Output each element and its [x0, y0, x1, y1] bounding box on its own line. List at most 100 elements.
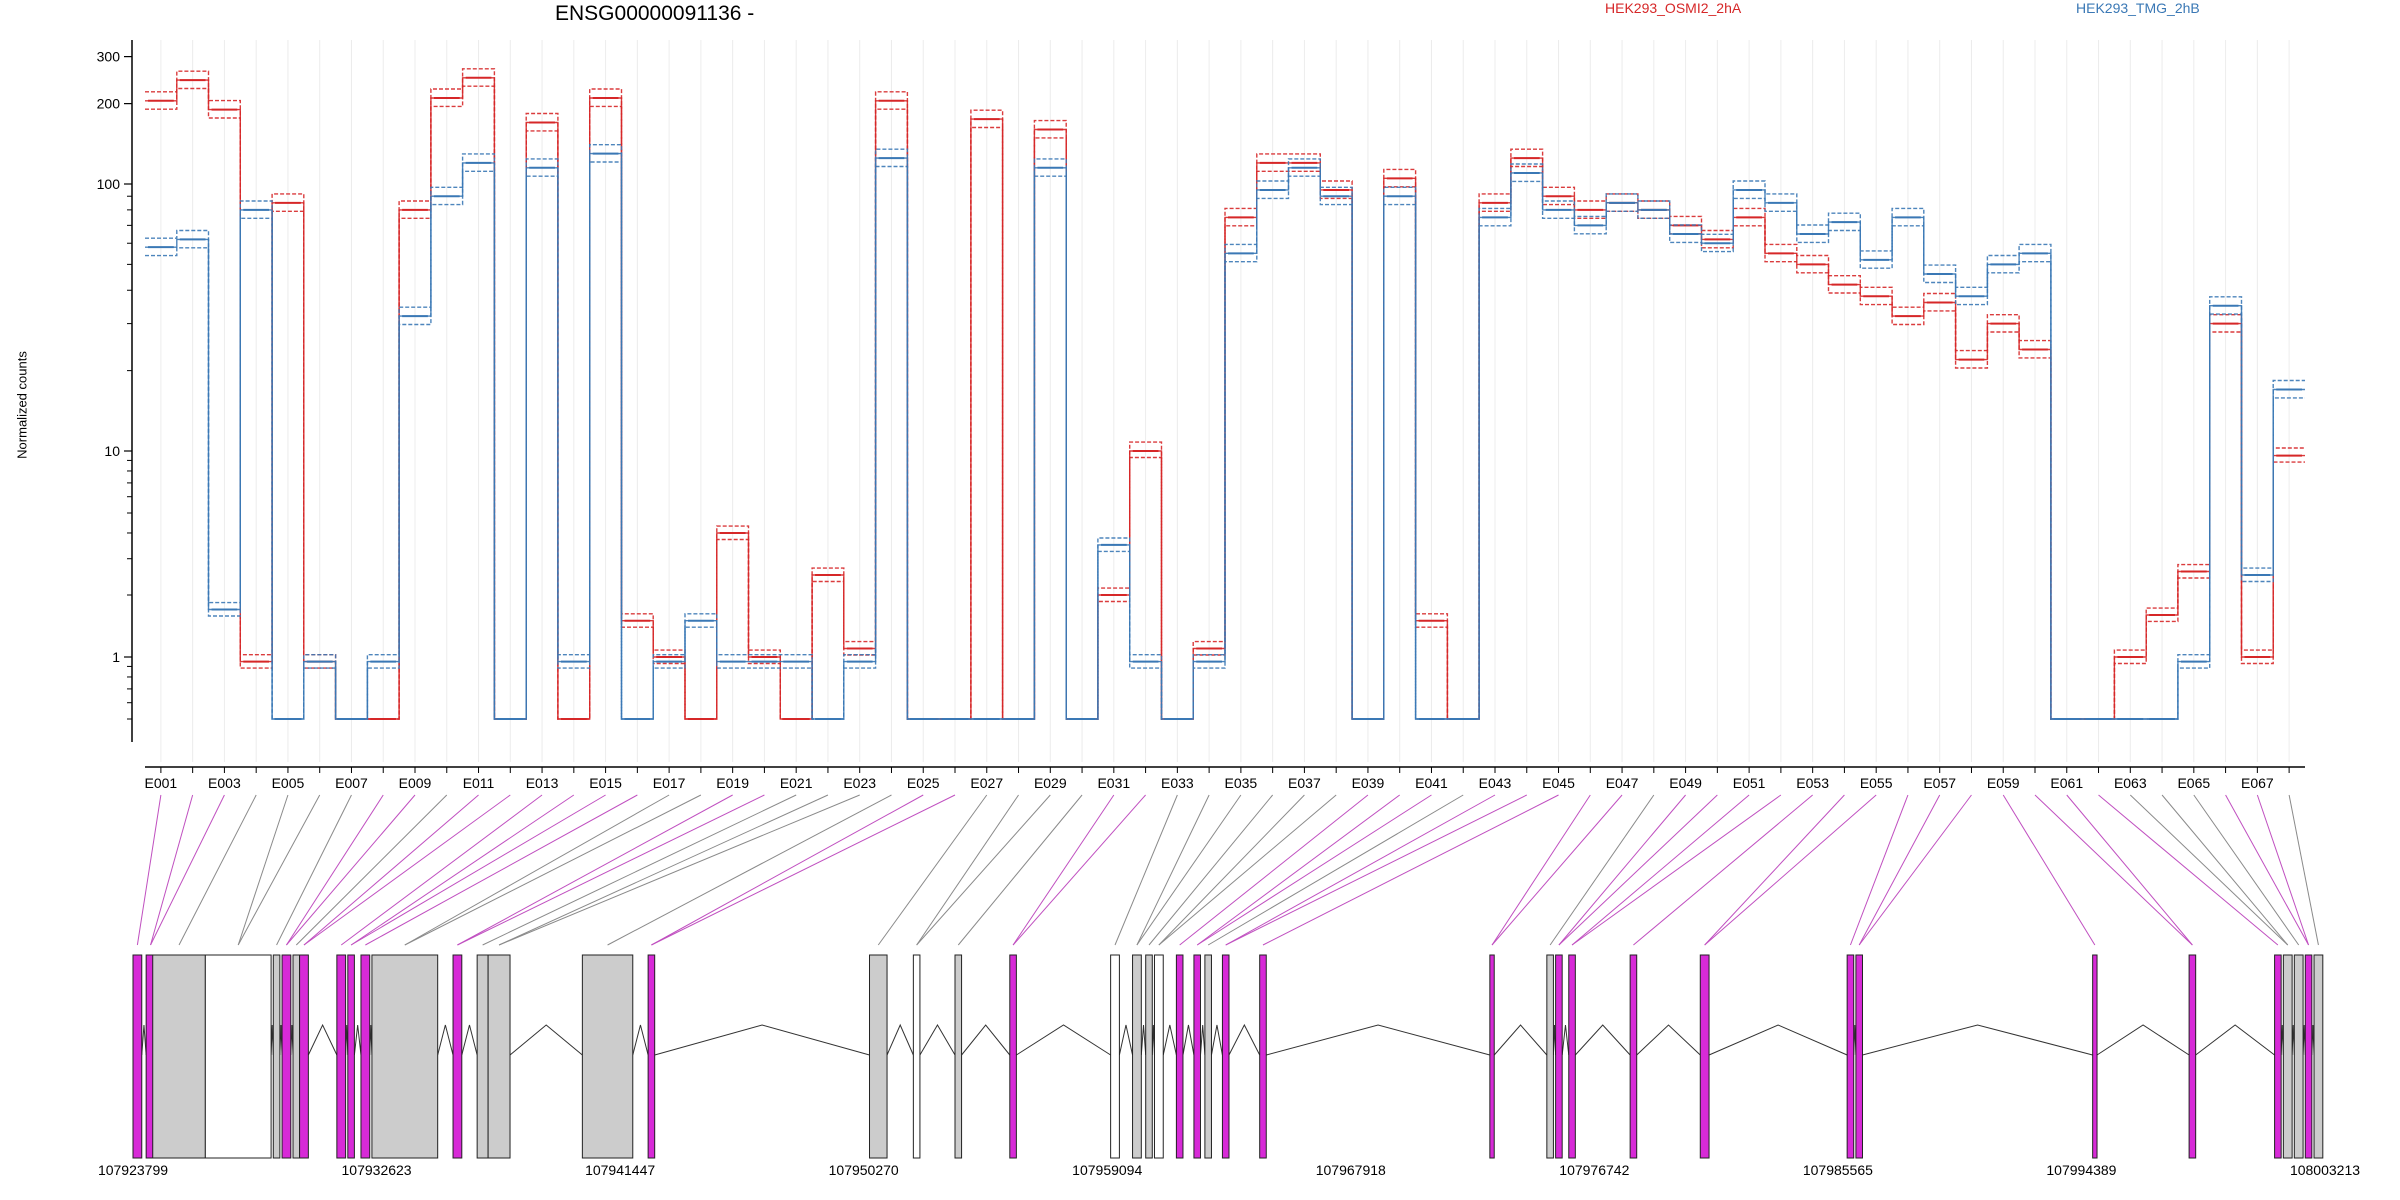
- exon-connector: [2129, 794, 2289, 946]
- x-tick-label: E045: [1542, 775, 1575, 791]
- exon-connector: [1196, 794, 1432, 946]
- exon-box: [292, 954, 301, 1159]
- exon-connector: [498, 794, 829, 946]
- intron-line: [2195, 1024, 2275, 1056]
- exon-connector: [2034, 794, 2193, 946]
- genome-coordinate-label: 107976742: [1559, 1162, 1629, 1178]
- x-tick-label: E003: [208, 775, 241, 791]
- y-tick-label: 200: [97, 96, 121, 112]
- exon-box: [1153, 954, 1164, 1159]
- exon-connector: [404, 794, 670, 946]
- legend-entry-tmg: HEK293_TMG_2hB: [2076, 0, 2200, 16]
- exon-connector: [2098, 794, 2279, 946]
- genome-coordinate-label: 108003213: [2290, 1162, 2360, 1178]
- genome-coordinate-label: 107959094: [1072, 1162, 1142, 1178]
- exon-box: [371, 954, 439, 1159]
- series-line: [145, 161, 2305, 720]
- x-tick-label: E051: [1733, 775, 1766, 791]
- exon-connector: [457, 794, 765, 946]
- intron-line: [1636, 1024, 1701, 1056]
- exon-box: [1009, 954, 1017, 1159]
- exon-connector: [286, 794, 416, 946]
- exon-box: [360, 954, 371, 1159]
- exon-connector: [350, 794, 575, 946]
- intron-line: [141, 1024, 147, 1056]
- intron-line: [1210, 1024, 1223, 1056]
- exon-connector: [957, 794, 1083, 946]
- genome-coordinate-label: 107985565: [1803, 1162, 1873, 1178]
- x-tick-label: E013: [526, 775, 559, 791]
- x-tick-label: E015: [589, 775, 622, 791]
- x-tick-label: E017: [653, 775, 686, 791]
- exon-box: [1855, 954, 1863, 1159]
- exon-connector: [295, 794, 448, 946]
- x-tick-label: E023: [843, 775, 876, 791]
- x-tick-label: E007: [335, 775, 368, 791]
- intron-line: [1561, 1024, 1570, 1056]
- exon-connector: [178, 794, 257, 946]
- genome-coordinate-label: 107994389: [2046, 1162, 2116, 1178]
- x-axis: E001 E003 E005 E007 E009 E011 E013 E015 E017 E019…: [145, 766, 2305, 791]
- x-tick-label: E001: [145, 775, 178, 791]
- exon-connector: [150, 794, 194, 946]
- exon-connector: [607, 794, 892, 946]
- intron-line: [886, 1023, 914, 1056]
- x-tick-label: E019: [716, 775, 749, 791]
- x-tick-label: E063: [2114, 775, 2147, 791]
- exon-connector: [651, 794, 924, 946]
- exon-connector: [916, 794, 1051, 946]
- exon-box: [204, 954, 272, 1159]
- exon-connector: [1136, 794, 1242, 946]
- intron-line: [1574, 1024, 1631, 1056]
- intron-line: [654, 1024, 870, 1056]
- exon-connector: [2066, 794, 2193, 946]
- exon-connector: [2225, 794, 2309, 946]
- exon-connector: [286, 794, 384, 946]
- y-tick-label: 100: [97, 176, 121, 192]
- y-axis: 1 10 100 200 300: [97, 40, 133, 742]
- exon-box: [869, 954, 888, 1159]
- exon-box: [336, 954, 347, 1159]
- exon-connector: [1491, 794, 1591, 946]
- exon-box: [1110, 954, 1120, 1159]
- exon-connector: [1196, 794, 1401, 946]
- intron-line: [632, 1024, 649, 1056]
- exon-box: [1221, 954, 1230, 1159]
- exon-connector: [1148, 794, 1274, 946]
- exon-box: [2092, 954, 2098, 1159]
- exon-box: [1699, 954, 1710, 1159]
- exon-connector: [916, 794, 1019, 946]
- exon-box: [1145, 954, 1153, 1159]
- intron-line: [1140, 1024, 1147, 1056]
- exon-connector: [1571, 794, 1750, 946]
- x-tick-label: E037: [1288, 775, 1321, 791]
- exon-connector: [2161, 794, 2289, 946]
- exon-connector: [1571, 794, 1782, 946]
- exon-box: [647, 954, 656, 1159]
- x-tick-label: E029: [1034, 775, 1067, 791]
- exon-connector: [136, 794, 162, 946]
- exon-box: [2293, 954, 2304, 1159]
- exon-connector: [1704, 794, 1877, 946]
- intron-line: [437, 1024, 454, 1056]
- exon-box: [1175, 954, 1184, 1159]
- chart-title: ENSG00000091136 -: [555, 2, 755, 25]
- exon-connector: [1225, 794, 1496, 946]
- exon-connector: [1704, 794, 1845, 946]
- intron-line: [1182, 1024, 1195, 1056]
- x-tick-label: E059: [1987, 775, 2020, 791]
- intron-line: [1493, 1024, 1548, 1056]
- genome-coordinate-label: 107923799: [98, 1162, 168, 1178]
- genome-coordinate-label: 107932623: [342, 1162, 412, 1178]
- intron-line: [961, 1024, 1011, 1056]
- exon-connector: [1262, 794, 1559, 946]
- exon-connector: [2193, 794, 2300, 946]
- x-tick-label: E041: [1415, 775, 1448, 791]
- exon-connector: [1558, 794, 1718, 946]
- exon-connector: [1179, 794, 1369, 946]
- exon-box: [1846, 954, 1855, 1159]
- x-tick-label: E043: [1479, 775, 1512, 791]
- exon-box: [347, 954, 355, 1159]
- exon-box: [1568, 954, 1576, 1159]
